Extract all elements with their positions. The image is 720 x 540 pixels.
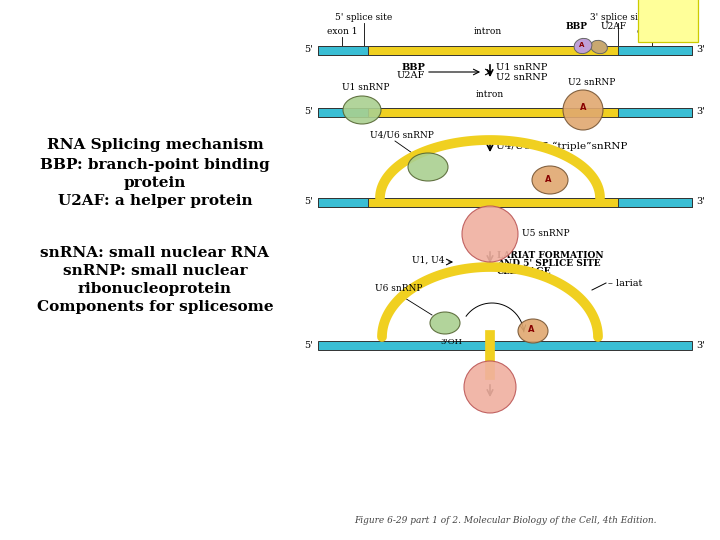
Text: A: A [580, 104, 586, 112]
Text: snRNA: small nuclear RNA: snRNA: small nuclear RNA [40, 246, 269, 260]
Text: transcript: transcript [645, 30, 691, 39]
Text: snRNP: small nuclear: snRNP: small nuclear [63, 264, 247, 278]
Ellipse shape [518, 319, 548, 343]
Ellipse shape [590, 40, 608, 53]
Text: RNA Splicing mechanism: RNA Splicing mechanism [47, 138, 264, 152]
Text: AND 5' SPLICE SITE: AND 5' SPLICE SITE [497, 260, 600, 268]
Bar [618, 45, 692, 55]
Bar [318, 107, 368, 117]
Text: U2 snRNP: U2 snRNP [568, 78, 616, 87]
Bar [318, 198, 368, 206]
Bar [318, 198, 692, 206]
Text: U2AF: U2AF [601, 22, 627, 31]
Text: exon 2: exon 2 [636, 27, 667, 36]
Ellipse shape [574, 38, 592, 53]
Ellipse shape [430, 312, 460, 334]
Text: BBP: BBP [566, 22, 588, 31]
Circle shape [563, 90, 603, 130]
Text: protein: protein [124, 176, 186, 190]
Text: 3': 3' [696, 45, 705, 55]
Text: 5' splice site: 5' splice site [336, 13, 392, 22]
Text: 3': 3' [696, 107, 705, 117]
Text: U1, U4: U1, U4 [412, 255, 444, 265]
Text: ribonucleoprotein: ribonucleoprotein [78, 282, 232, 296]
Text: LARIAT FORMATION: LARIAT FORMATION [497, 252, 603, 260]
Text: U1 snRNP: U1 snRNP [496, 64, 547, 72]
Text: U2 snRNP: U2 snRNP [496, 72, 547, 82]
Text: a pre-: a pre- [654, 8, 681, 17]
Ellipse shape [408, 153, 448, 181]
Text: portion of: portion of [645, 0, 690, 6]
Text: U2AF: U2AF [397, 71, 425, 80]
Text: A: A [580, 42, 585, 48]
Text: A: A [528, 326, 534, 334]
Bar [318, 341, 692, 349]
Text: U1 snRNP: U1 snRNP [342, 83, 390, 92]
Text: intron: intron [474, 27, 502, 36]
Bar [318, 45, 692, 55]
Text: 3'OH: 3'OH [440, 338, 462, 346]
Bar [638, 0, 698, 42]
Bar [618, 198, 692, 206]
Text: exon 1: exon 1 [327, 27, 357, 36]
Text: Figure 6-29 part 1 of 2. Molecular Biology of the Cell, 4th Edition.: Figure 6-29 part 1 of 2. Molecular Biolo… [354, 516, 656, 525]
Text: BBP: BBP [401, 64, 425, 72]
Text: U4/U6 snRNP: U4/U6 snRNP [370, 131, 434, 140]
Text: – lariat: – lariat [608, 279, 642, 287]
Text: intron: intron [476, 90, 504, 99]
Text: 3' splice site: 3' splice site [590, 13, 647, 22]
Circle shape [462, 206, 518, 262]
Bar [318, 45, 368, 55]
Text: U5 snRNP: U5 snRNP [522, 230, 570, 239]
Text: U6 snRNP: U6 snRNP [375, 284, 423, 293]
Text: 3': 3' [696, 341, 705, 349]
Ellipse shape [532, 166, 568, 194]
Text: U4/U6·U5 “triple”snRNP: U4/U6·U5 “triple”snRNP [496, 141, 627, 151]
Text: U2AF: a helper protein: U2AF: a helper protein [58, 194, 252, 208]
Text: CLEAVAGE: CLEAVAGE [497, 267, 552, 276]
Text: 5': 5' [304, 107, 313, 117]
Text: BBP: branch-point binding: BBP: branch-point binding [40, 158, 270, 172]
Text: 3': 3' [696, 198, 705, 206]
Circle shape [464, 361, 516, 413]
Text: Components for splicesome: Components for splicesome [37, 300, 274, 314]
Text: 5': 5' [304, 341, 313, 349]
Bar [618, 107, 692, 117]
Text: mRNA: mRNA [653, 19, 683, 28]
Text: A: A [545, 174, 552, 184]
Bar [318, 107, 692, 117]
Ellipse shape [343, 96, 381, 124]
Text: 5': 5' [304, 45, 313, 55]
Text: 5': 5' [304, 198, 313, 206]
